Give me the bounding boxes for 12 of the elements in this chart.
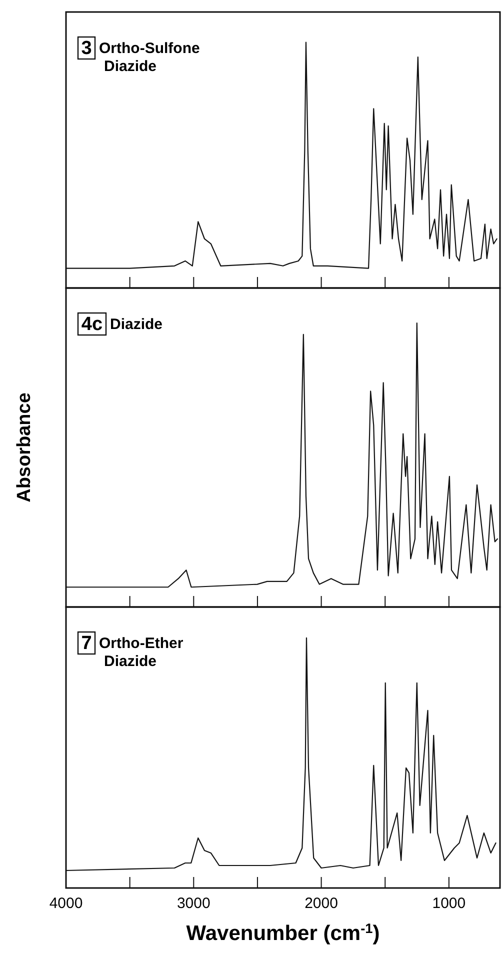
y-axis-title: Absorbance — [14, 392, 35, 502]
annotation: 4c — [81, 314, 103, 335]
x-tick-label: 2000 — [304, 895, 338, 912]
x-axis-title: Wavenumber (cm$^{-1}$) — [186, 920, 380, 945]
annotation: 3 — [81, 38, 92, 59]
x-tick-label: 1000 — [432, 895, 466, 912]
annotation: 7 — [81, 633, 92, 654]
annotation: Ortho-Sulfone Diazide — [99, 40, 200, 75]
annotation: Diazide — [110, 316, 163, 333]
x-tick-label: 3000 — [176, 895, 210, 912]
x-tick-label: 4000 — [49, 895, 83, 912]
annotation: Ortho-Ether Diazide — [99, 635, 184, 670]
